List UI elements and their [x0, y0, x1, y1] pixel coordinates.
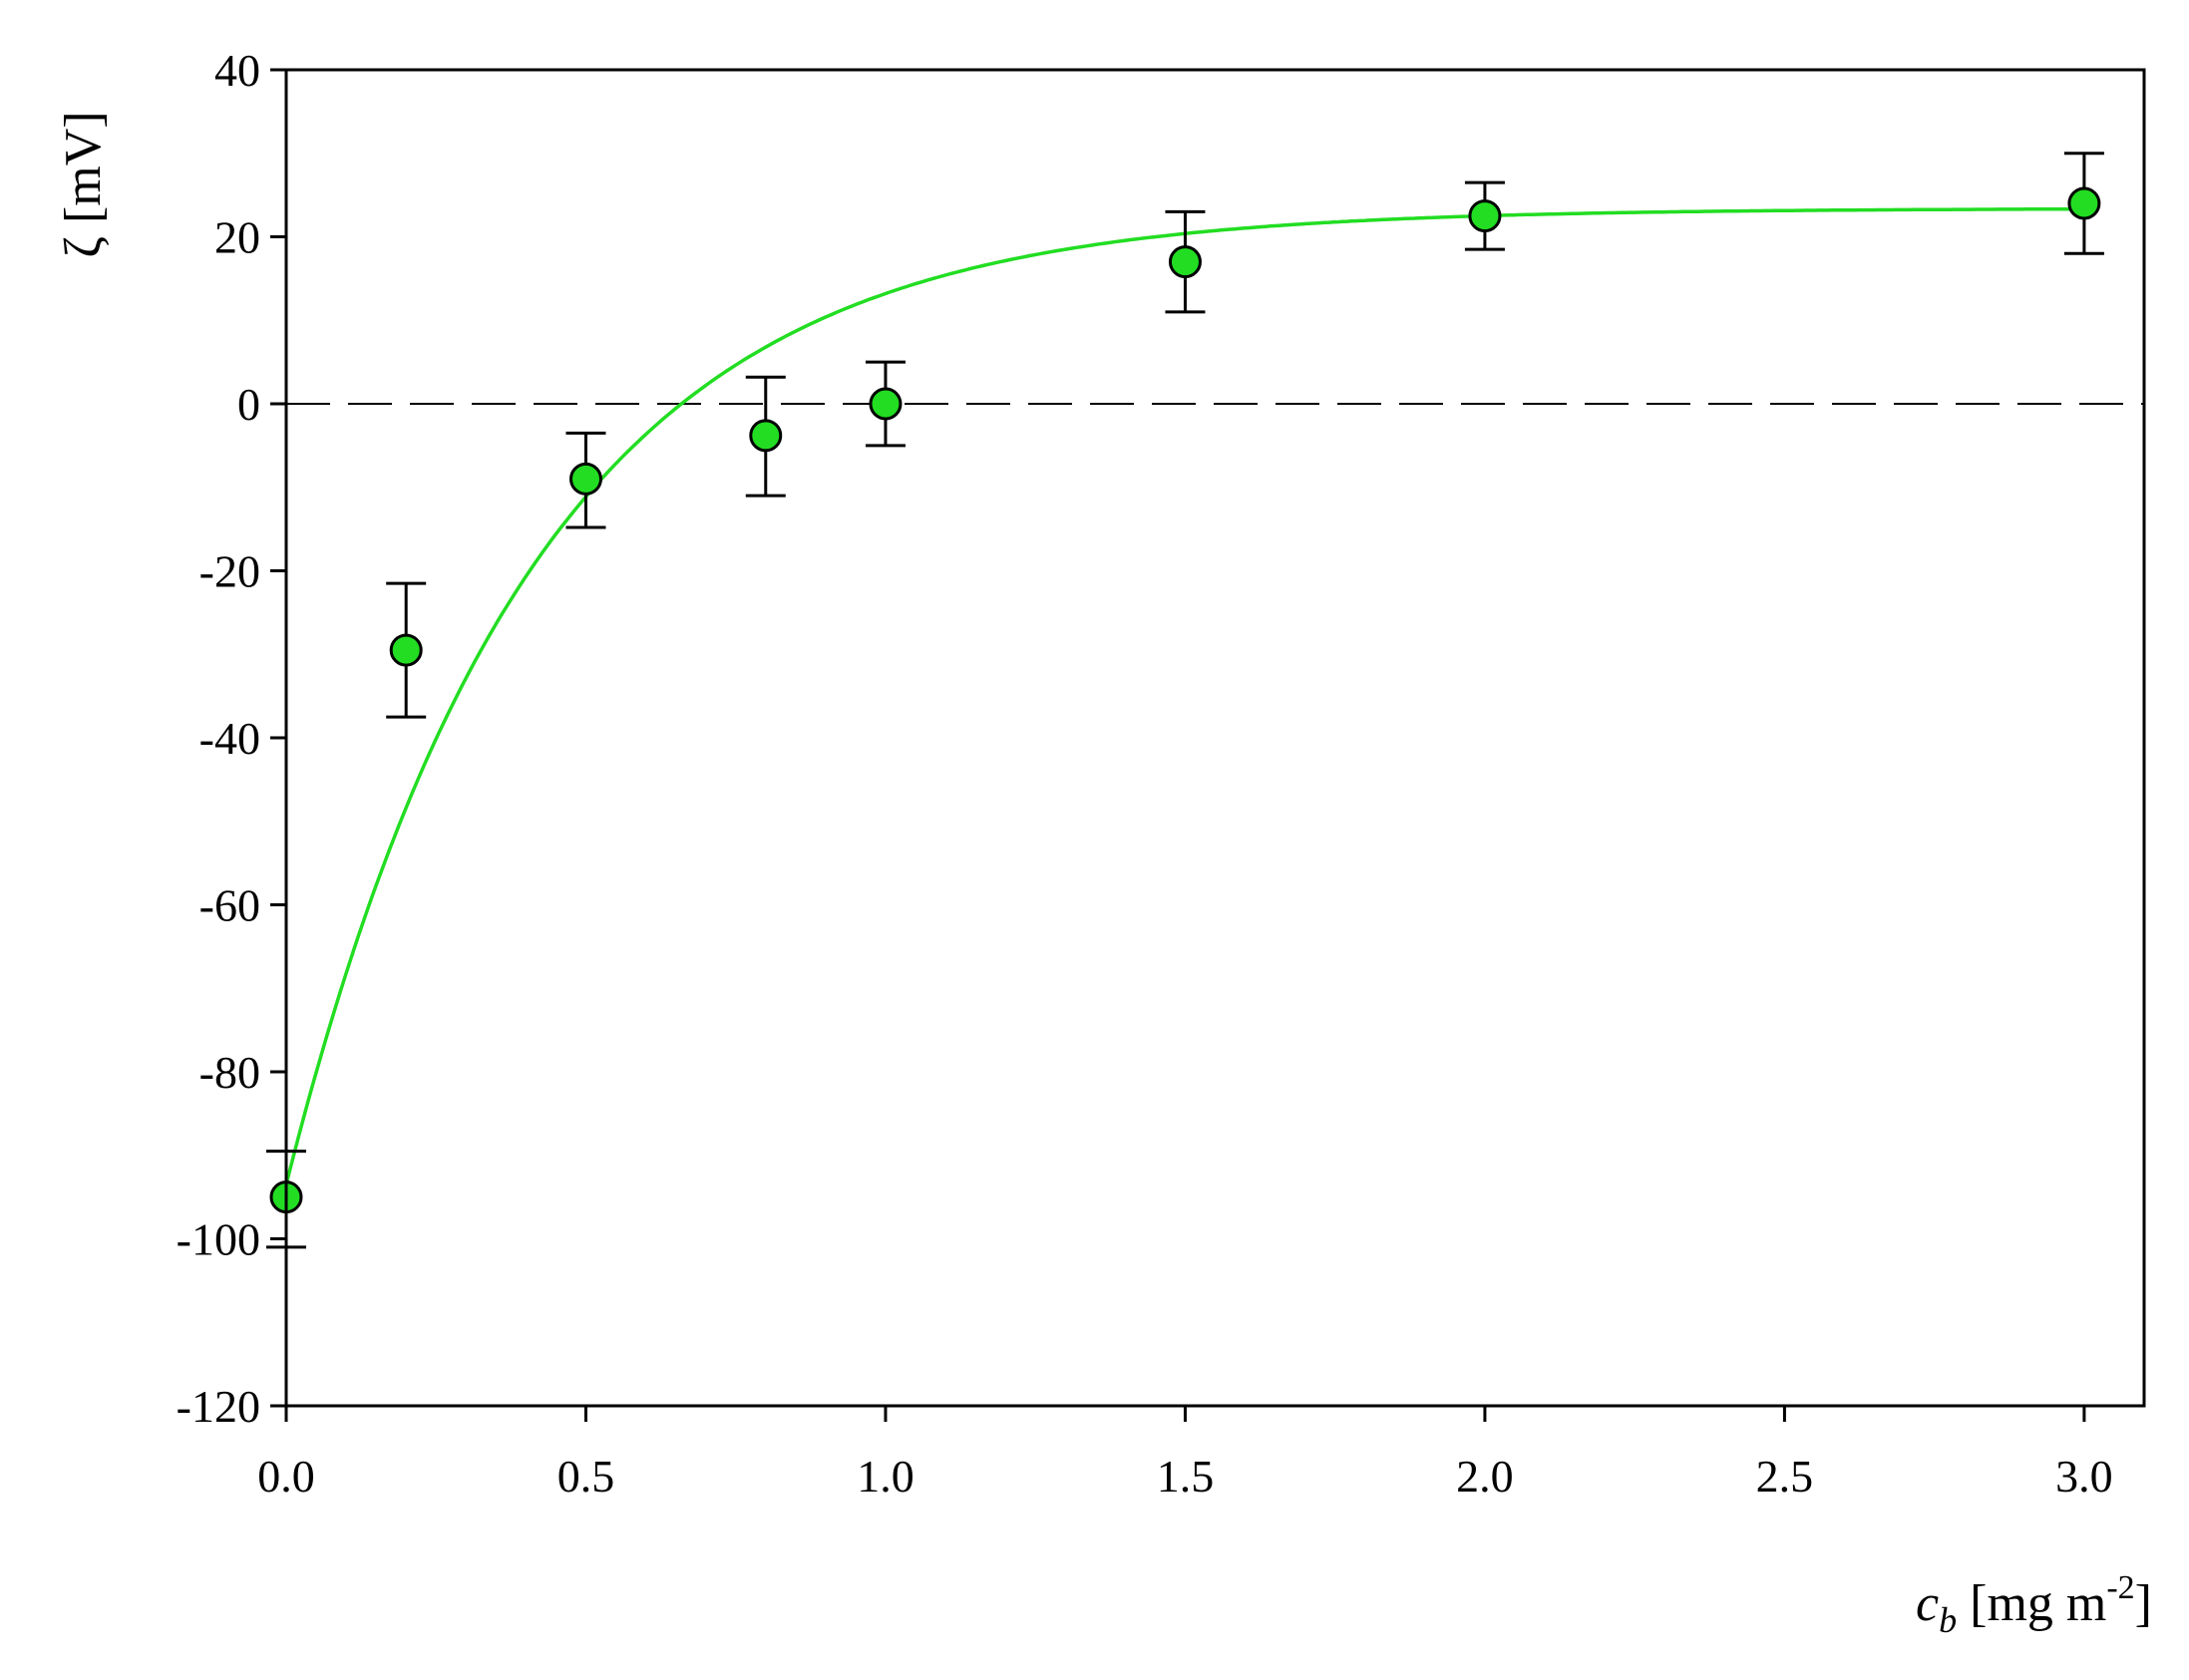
data-point	[1168, 245, 1202, 279]
plot-frame	[284, 68, 2146, 1408]
data-point	[1468, 199, 1502, 233]
y-tick-label: -80	[199, 1047, 260, 1098]
y-tick-label: 20	[214, 212, 260, 263]
y-tick-label: -100	[177, 1214, 260, 1265]
x-tick-label: 1.0	[857, 1451, 914, 1502]
x-axis-label-close: ]	[2135, 1575, 2152, 1632]
y-tick-label: 0	[237, 379, 260, 430]
tick-layer	[270, 68, 2086, 1422]
x-tick-label: 0.5	[557, 1451, 615, 1502]
x-tick-label: 2.5	[1756, 1451, 1814, 1502]
x-axis-label-unit: [mg m	[1957, 1575, 2106, 1632]
data-point	[568, 462, 602, 496]
data-point	[749, 419, 783, 453]
y-tick-labels: -120 -100 -80 -60 -40 -20 0 20 40	[177, 45, 260, 1432]
data-point	[869, 387, 903, 421]
x-axis-label-symbol: c	[1916, 1575, 1939, 1632]
y-tick-label: 40	[214, 45, 260, 96]
y-tick-label: -120	[177, 1381, 260, 1432]
fit-curve	[284, 206, 2084, 1185]
y-axis-label: ζ [mV]	[55, 111, 112, 257]
fit-curve-layer	[284, 206, 2084, 1185]
x-tick-label: 3.0	[2055, 1451, 2113, 1502]
y-tick-label: -20	[199, 546, 260, 597]
data-point-layer	[269, 186, 2101, 1214]
x-axis-label: cb [mg m-2]	[1916, 1569, 2152, 1640]
x-axis-label-superscript: -2	[2106, 1569, 2134, 1606]
x-axis-label-subscript: b	[1939, 1600, 1957, 1640]
x-tick-labels: 0.0 0.5 1.0 1.5 2.0 2.5 3.0	[257, 1451, 2112, 1502]
x-tick-label: 0.0	[257, 1451, 315, 1502]
data-point	[389, 633, 423, 667]
y-tick-label: -40	[199, 713, 260, 764]
error-bar-layer	[266, 152, 2104, 1249]
x-tick-label: 1.5	[1157, 1451, 1215, 1502]
x-tick-label: 2.0	[1456, 1451, 1514, 1502]
data-point	[2067, 186, 2101, 220]
y-tick-label: -60	[199, 880, 260, 931]
